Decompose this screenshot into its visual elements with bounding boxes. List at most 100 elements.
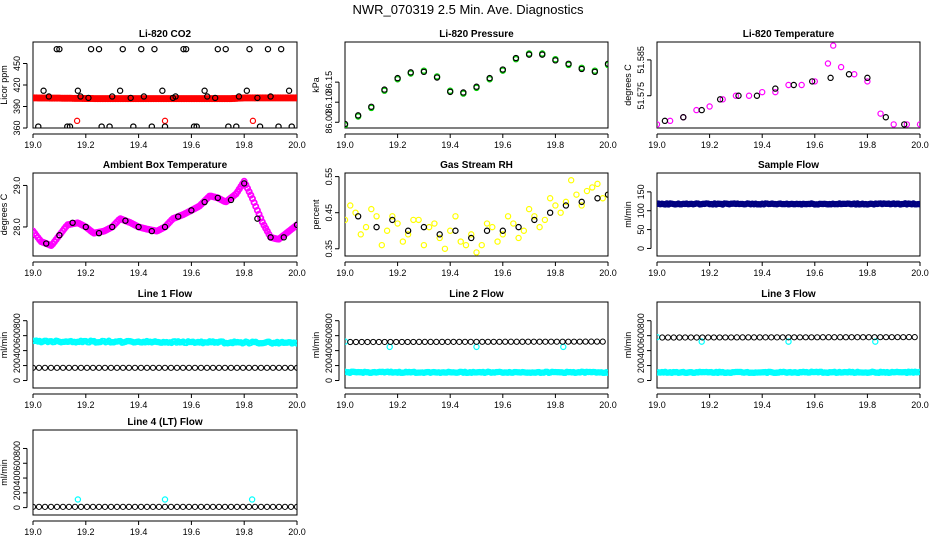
data-point xyxy=(698,338,705,345)
data-point xyxy=(436,234,443,242)
data-point xyxy=(722,334,729,341)
x-tick-label: 19.6 xyxy=(183,400,201,410)
data-point xyxy=(864,78,871,85)
data-point xyxy=(416,338,423,346)
data-point xyxy=(95,229,103,237)
x-tick-label: 19.0 xyxy=(24,527,42,537)
data-point xyxy=(478,241,485,249)
data-point xyxy=(462,241,470,249)
data-point xyxy=(287,503,295,510)
data-point xyxy=(827,74,834,82)
data-point xyxy=(499,231,506,238)
data-point xyxy=(664,334,672,341)
data-point xyxy=(127,94,134,102)
data-point xyxy=(864,74,871,82)
x-tick-label: 20.0 xyxy=(911,140,929,150)
data-point xyxy=(520,227,528,234)
data-point xyxy=(473,83,480,90)
band-mark xyxy=(916,368,920,375)
data-point xyxy=(479,338,486,345)
data-point xyxy=(576,338,583,345)
plot-frame xyxy=(32,41,298,129)
data-point xyxy=(468,231,475,238)
data-point xyxy=(802,334,809,341)
data-point xyxy=(197,364,205,371)
data-point xyxy=(842,334,849,341)
data-point xyxy=(496,338,503,345)
series-2 xyxy=(354,191,608,242)
data-point xyxy=(444,338,451,345)
data-point xyxy=(352,338,360,346)
data-point xyxy=(433,74,441,81)
data-point xyxy=(56,232,63,239)
x-tick-label: 19.0 xyxy=(648,140,666,150)
data-point xyxy=(489,223,496,231)
y-tick-label: 100 xyxy=(636,203,646,218)
y-tick-label: 200 xyxy=(12,358,22,373)
y-tick-label: 86.15 xyxy=(324,71,334,94)
data-point xyxy=(35,364,43,371)
data-point xyxy=(756,334,763,341)
data-point xyxy=(354,112,362,119)
data-point xyxy=(267,234,274,241)
plot-frame xyxy=(656,172,921,257)
data-point xyxy=(167,503,175,510)
data-point xyxy=(287,364,295,371)
data-point xyxy=(547,338,555,345)
data-point xyxy=(364,338,371,346)
plot-marks xyxy=(33,337,297,371)
data-point xyxy=(467,338,474,345)
panel-title: Line 3 Flow xyxy=(761,289,816,300)
y-tick-label: 600 xyxy=(636,328,646,343)
series-2 xyxy=(33,503,297,510)
data-point xyxy=(420,241,428,249)
data-point xyxy=(373,223,380,231)
data-point xyxy=(759,88,766,96)
data-point xyxy=(33,364,37,371)
data-point xyxy=(215,364,223,371)
data-point xyxy=(347,338,354,346)
data-point xyxy=(257,503,265,510)
y-axis-label: percent xyxy=(311,199,321,230)
data-point xyxy=(243,87,251,94)
x-tick-label: 19.2 xyxy=(77,400,95,410)
data-point xyxy=(420,68,428,76)
data-point xyxy=(119,503,127,510)
data-point xyxy=(739,334,746,341)
data-point xyxy=(66,123,74,128)
data-point xyxy=(393,338,400,346)
x-tick-label: 20.0 xyxy=(288,400,306,410)
data-point xyxy=(131,364,139,371)
data-point xyxy=(275,364,283,371)
y-tick-label: 50 xyxy=(636,225,646,235)
data-point xyxy=(539,51,546,58)
data-point xyxy=(89,503,97,510)
data-point xyxy=(387,338,394,346)
x-tick-label: 19.4 xyxy=(753,400,771,410)
data-point xyxy=(149,503,157,510)
data-point xyxy=(264,45,272,53)
panel-grid: Li-820 CO2 19.0 19.2 19.4 19.6 19.8 20.0 360 390… xyxy=(0,29,929,537)
data-point xyxy=(33,503,37,510)
data-point xyxy=(40,87,47,94)
y-tick-label: 800 xyxy=(12,313,22,328)
data-point xyxy=(808,334,815,341)
data-point xyxy=(161,123,169,128)
x-tick-label: 19.6 xyxy=(806,400,824,410)
data-point xyxy=(285,87,293,94)
series-3 xyxy=(659,334,918,341)
data-point xyxy=(531,216,538,224)
data-point xyxy=(808,78,816,85)
x-tick-label: 20.0 xyxy=(599,400,617,410)
data-point xyxy=(122,217,129,224)
data-point xyxy=(872,338,879,345)
data-point xyxy=(473,338,480,345)
x-tick-label: 19.4 xyxy=(753,140,771,150)
data-point xyxy=(796,334,804,341)
data-point xyxy=(137,503,145,510)
data-point xyxy=(693,334,700,341)
data-point xyxy=(190,123,198,128)
data-point xyxy=(357,231,364,238)
y-tick-label: 51.585 xyxy=(636,46,646,74)
data-point xyxy=(819,334,827,341)
